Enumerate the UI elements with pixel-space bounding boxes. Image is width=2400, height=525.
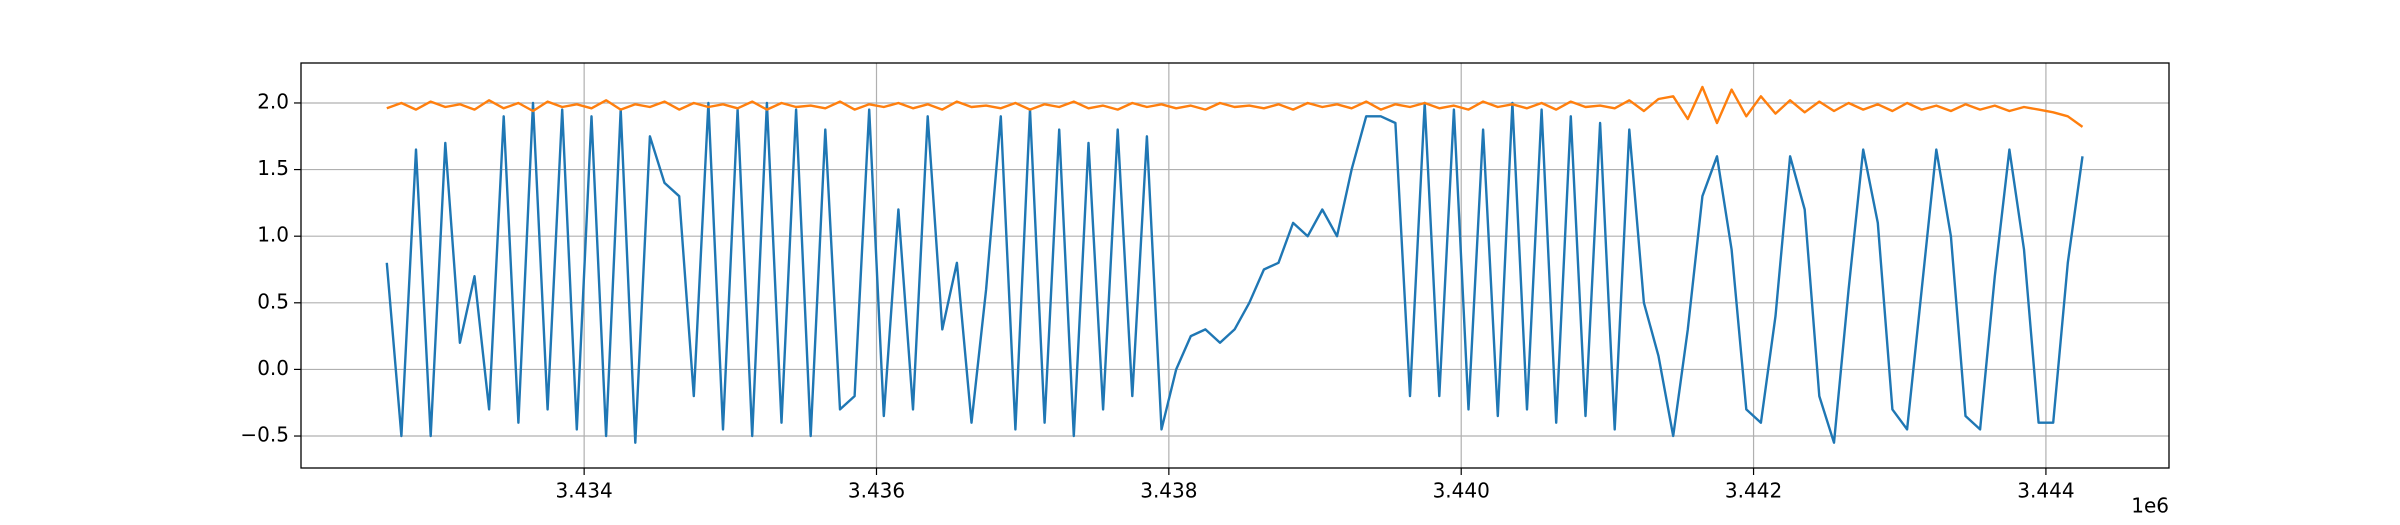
plot-frame bbox=[300, 62, 2170, 469]
x-tick-label: 3.442 bbox=[1725, 479, 1782, 503]
x-offset-label: 1e6 bbox=[2131, 494, 2169, 518]
x-tick-label: 3.444 bbox=[2017, 479, 2074, 503]
y-tick-label: 0.5 bbox=[257, 289, 289, 313]
y-tick-label: 1.0 bbox=[257, 223, 289, 247]
y-tick-label: 0.0 bbox=[257, 356, 289, 380]
line-series bbox=[385, 101, 2084, 444]
x-tick-label: 3.438 bbox=[1140, 479, 1197, 503]
x-tick-label: 3.436 bbox=[848, 479, 905, 503]
y-tick-label: 1.5 bbox=[257, 156, 289, 180]
line-series bbox=[386, 85, 2084, 128]
y-tick-label: −0.5 bbox=[240, 423, 289, 447]
x-tick-label: 3.440 bbox=[1433, 479, 1490, 503]
y-tick-label: 2.0 bbox=[257, 89, 289, 113]
x-tick-label: 3.434 bbox=[556, 479, 613, 503]
